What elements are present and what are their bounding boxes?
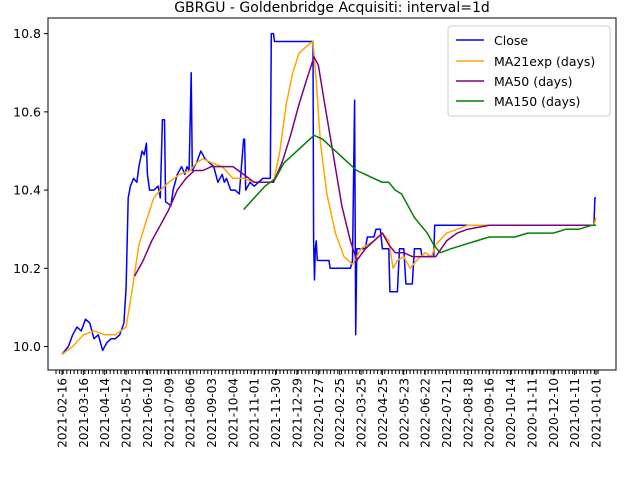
y-tick-label: 10.8 (13, 26, 41, 41)
series-line-ma21exp-days (61, 40, 597, 356)
series-line-ma150-days (243, 134, 596, 254)
x-tick-label: 2022-04-25 (376, 378, 390, 448)
x-tick-label: 2021-09-03 (205, 378, 219, 448)
legend-label-ma21exp: MA21exp (days) (494, 54, 595, 69)
x-tick-label: 2022-08-18 (461, 378, 475, 448)
x-tick-label: 2020-09-16 (483, 378, 497, 448)
x-tick-label: 2021-11-01 (248, 378, 262, 448)
x-tick-label: 2022-07-21 (440, 378, 454, 448)
x-tick-label: 2021-11-30 (269, 378, 283, 448)
x-tick-label: 2021-10-04 (226, 378, 240, 448)
legend-box (447, 25, 611, 117)
legend: Close MA21exp (days) MA50 (days) MA150 (… (447, 25, 611, 117)
x-tick-label: 2020-11-11 (525, 378, 539, 448)
x-tick-label: 2021-12-29 (291, 378, 305, 448)
x-tick-label: 2022-02-25 (333, 378, 347, 448)
x-tick-label: 2022-06-22 (419, 378, 433, 448)
x-tick-label: 2021-08-06 (184, 378, 198, 448)
y-tick-label: 10.4 (13, 183, 41, 198)
x-tick-label: 2021-03-16 (77, 378, 91, 448)
x-tick-label: 2022-01-27 (312, 378, 326, 448)
y-tick-label: 10.0 (13, 339, 41, 354)
series-layer (61, 32, 597, 356)
series-line-ma50-days (133, 56, 596, 277)
x-tick-label: 2022-03-25 (355, 378, 369, 448)
x-tick-label: 2022-05-23 (397, 378, 411, 448)
x-tick-label: 2021-05-12 (120, 378, 134, 448)
x-tick-label: 2021-01-01 (590, 378, 604, 448)
series-line-close (61, 32, 596, 355)
x-tick-label: 2021-01-11 (568, 378, 582, 448)
legend-label-close: Close (494, 33, 528, 48)
plot-frame (47, 17, 617, 371)
axes-layer: 10.0 10.2 10.4 10.6 10.8 2021-02-16 2021-03-16… (13, 26, 603, 448)
legend-label-ma50: MA50 (days) (494, 74, 572, 89)
legend-label-ma150: MA150 (days) (494, 94, 580, 109)
x-tick-label: 2021-04-14 (98, 378, 112, 448)
y-tick-label: 10.2 (13, 261, 41, 276)
x-tick-label: 2021-02-16 (56, 378, 70, 448)
x-tick-label: 2020-12-10 (547, 378, 561, 448)
chart-title: GBRGU - Goldenbridge Acquisiti: interval… (174, 0, 490, 16)
x-tick-label: 2021-07-09 (162, 378, 176, 448)
x-tick-label: 2021-06-10 (141, 378, 155, 448)
y-tick-label: 10.6 (13, 104, 41, 119)
x-tick-label: 2020-10-14 (504, 378, 518, 448)
